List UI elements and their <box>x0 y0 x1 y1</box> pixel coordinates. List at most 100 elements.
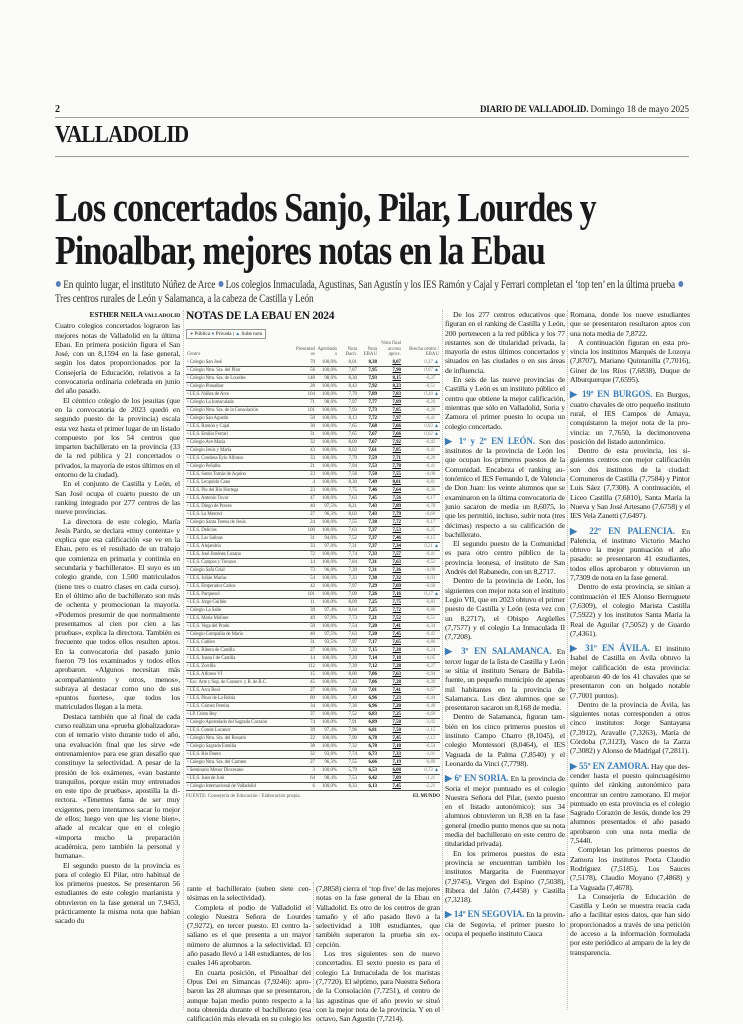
bach-grade-cell: 7,52 <box>338 534 358 544</box>
gap: -0,80 <box>425 608 436 614</box>
passed-cell: 97,0% <box>316 542 338 552</box>
public-dot-icon: • <box>187 424 190 430</box>
presented: 11 <box>310 600 315 606</box>
school-name: I.E.S. Jorge Guillén <box>189 600 227 606</box>
bach-grade-cell: 7,36 <box>338 702 358 712</box>
school-name: I.E.S. Antonio Tovar <box>189 496 229 502</box>
bach-grade-cell: 7,75 <box>338 486 358 496</box>
gap-cell: -0,20 <box>402 398 440 408</box>
final-grade-cell: 7,34 <box>378 542 402 552</box>
passed: 100,0% <box>321 656 337 662</box>
final-grade-cell: 7,45 <box>378 630 402 640</box>
school-name-cell: • Colegio Santa Teresa de Jesús <box>186 518 294 528</box>
school-name-cell: • I.E.S. Las Salinas <box>186 534 294 544</box>
triangle-up-icon: ▲ <box>432 432 439 438</box>
paragraph: El segundo puesto de la Comuni­dad es pa… <box>445 539 565 576</box>
passed: 100,0% <box>321 672 337 678</box>
presented-cell: 31 <box>294 430 316 440</box>
passed-cell: 100,0% <box>316 438 338 448</box>
passed-cell: 100,0% <box>316 494 338 504</box>
bach-grade: 8,30 <box>348 480 357 486</box>
ebau-grade-cell: 7,14 <box>358 654 378 664</box>
bach-grade: 7,73 <box>348 616 357 622</box>
table-row: • I.E.S. Río Duero 32 93,8% 7,74 6,73 7,33 -1,… <box>186 750 440 760</box>
passed: 100,0% <box>321 704 337 710</box>
paragraph: En los primeros puestos de esta provinci… <box>445 849 565 905</box>
school-name: I.E.S. Campos y Torozos <box>189 560 237 566</box>
paragraph: Romana, donde los nueve estudian­tes que… <box>570 310 690 338</box>
table-row: • Colegio San Agustín 50 100,0% 8,13 7,72 7,9… <box>186 414 440 424</box>
gap-cell: 0,03 ▲ <box>402 422 440 432</box>
paragraph: En seis de las nueve provincias de Casti… <box>445 375 565 431</box>
subsection-lead: ▶ 22º EN PALENCIA. <box>570 525 675 536</box>
passed: 100,0% <box>321 712 337 718</box>
presented: 31 <box>310 536 315 542</box>
bach-grade-cell: 7,43 <box>338 678 358 688</box>
passed-cell: 97,4% <box>316 726 338 736</box>
paragraph-text: El segundo puesto de la Comuni­dad es pa… <box>445 539 565 577</box>
public-dot-icon: • <box>187 648 190 654</box>
school-name-cell: • Colegio Sagrada Familia <box>186 742 294 752</box>
school-name: Colegio Santa Teresa de Jesús <box>189 520 246 526</box>
table-row: • Esc. Arte y Sup. de Conserv. y R. de B… <box>186 678 440 688</box>
subsection-paragraph: ▶ 22º EN PALENCIA. En Palencia, el insti… <box>570 525 690 583</box>
passed-cell: 100,0% <box>316 358 338 368</box>
school-name-cell: • I.E.S. Galileo <box>186 638 294 648</box>
presented: 112 <box>307 664 315 670</box>
ebau-grade: 7,61 <box>368 448 377 454</box>
graphic-credit: EL MUNDO <box>412 794 440 800</box>
gap-cell: -2,21 <box>402 782 440 792</box>
final-grade-cell: 7,50 <box>378 726 402 736</box>
school-name: Esc. Arte y Sup. de Conserv. y R. de B.C… <box>189 680 267 686</box>
table-row: • Colegio Jesús y María 43 100,0% 8,02 7,61 7… <box>186 446 440 456</box>
paragraph-text: Dentro de esta provincia, se sitúan a co… <box>570 582 690 638</box>
ebau-grade-cell: 7,67 <box>358 438 378 448</box>
passed-cell: 100,0% <box>316 654 338 664</box>
school-name-cell: • Colegio Safa Grial <box>186 566 294 576</box>
school-name: I.E.S. Parquesol <box>189 592 220 598</box>
private-dot-icon: • <box>187 760 190 766</box>
ebau-grade: 7,29 <box>368 584 377 590</box>
table-row: • Colegio Santa Teresa de Jesús 24 100,0% 7… <box>186 518 440 528</box>
ebau-grade: 7,49 <box>368 480 377 486</box>
bullet-icon <box>55 281 61 287</box>
school-name-cell: • I.E.S. Juana I de Castilla <box>186 654 294 664</box>
public-dot-icon: • <box>187 528 190 534</box>
presented-cell: 23 <box>294 486 316 496</box>
private-dot-icon: • <box>187 712 190 718</box>
presented-cell: 72 <box>294 550 316 560</box>
bach-grade-cell: 7,93 <box>338 406 358 416</box>
presented: 34 <box>310 704 315 710</box>
gap: -0,68 <box>425 584 436 590</box>
presented: 101 <box>307 592 315 598</box>
presented-cell: 45 <box>294 678 316 688</box>
presented-cell: 38 <box>294 742 316 752</box>
school-name: I.E.S. Leopoldo Cano <box>189 480 231 486</box>
bach-grade-cell: 8,33 <box>338 782 358 792</box>
presented-cell: 40 <box>294 630 316 640</box>
passed: 100,0% <box>321 592 337 598</box>
paragraph-text: El segundo puesto de la provincia es par… <box>55 860 180 926</box>
bach-grade: 7,53 <box>348 776 357 782</box>
presented-cell: 33 <box>294 454 316 464</box>
public-dot-icon: ● <box>190 331 194 337</box>
presented-cell: 21 <box>294 462 316 472</box>
table-row: • I.E.S. Ribera de Castilla 27 100,0% 7,33 7… <box>186 646 440 656</box>
presented: 71 <box>310 400 315 406</box>
school-name-cell: • I.E.S. Alfonso VI <box>186 670 294 680</box>
passed-cell: 100,0% <box>316 598 338 608</box>
final-grade: 7,28 <box>392 664 401 670</box>
passed: 100,0% <box>321 528 337 534</box>
paragraph-text: En tercer lugar de la lista de Castilla … <box>445 647 565 713</box>
passed-cell: 100,0% <box>316 702 338 712</box>
passed: 100,0% <box>321 424 337 430</box>
gap-cell: -0,54 <box>402 742 440 752</box>
school-name-cell: • I.E.S. Leopoldo Cano <box>186 478 294 488</box>
gap-cell: -0,68 <box>402 582 440 592</box>
presented-cell: 39 <box>294 606 316 616</box>
school-name-cell: • I.E.S. Zorrilla <box>186 662 294 672</box>
gap: -0,52 <box>425 560 436 566</box>
bach-grade: 7,65 <box>348 432 357 438</box>
gap-cell: -0,60 <box>402 510 440 520</box>
private-dot-icon: • <box>187 384 190 390</box>
